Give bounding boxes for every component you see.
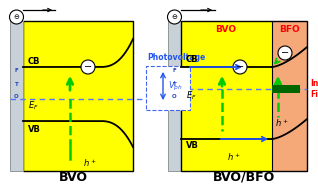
Text: T: T xyxy=(15,81,18,87)
Text: $E_F$: $E_F$ xyxy=(186,90,197,102)
Text: VB: VB xyxy=(186,142,199,150)
Circle shape xyxy=(278,46,292,60)
Text: CB: CB xyxy=(28,57,40,67)
Bar xyxy=(181,21,272,171)
Circle shape xyxy=(81,60,95,74)
Text: $h^+$: $h^+$ xyxy=(227,151,241,163)
Text: −: − xyxy=(236,62,244,72)
Text: O: O xyxy=(172,94,177,99)
Text: BVO/BFO: BVO/BFO xyxy=(213,171,275,184)
Text: BVO: BVO xyxy=(59,171,87,184)
Text: −: − xyxy=(84,62,92,72)
Bar xyxy=(168,21,181,171)
Text: O: O xyxy=(14,94,19,99)
Text: CB: CB xyxy=(186,54,198,64)
Bar xyxy=(272,21,307,171)
Text: $E_F$: $E_F$ xyxy=(28,100,39,112)
Bar xyxy=(10,21,23,171)
Text: $V_{ph}$: $V_{ph}$ xyxy=(168,79,183,93)
Bar xyxy=(181,21,307,171)
Text: ⊖: ⊖ xyxy=(14,14,19,20)
Text: Photovoltage: Photovoltage xyxy=(147,53,205,61)
Circle shape xyxy=(10,10,24,24)
Text: $h^+$: $h^+$ xyxy=(275,117,289,129)
Text: Internal
Field: Internal Field xyxy=(310,79,318,99)
Text: $h^+$: $h^+$ xyxy=(83,157,97,169)
Text: VB: VB xyxy=(28,125,41,133)
Text: BVO: BVO xyxy=(215,25,237,33)
Text: T: T xyxy=(173,81,176,87)
Text: F: F xyxy=(15,68,18,74)
Bar xyxy=(272,85,300,93)
Circle shape xyxy=(233,60,247,74)
Text: ⊖: ⊖ xyxy=(172,14,177,20)
Bar xyxy=(23,21,133,171)
FancyBboxPatch shape xyxy=(146,66,190,110)
Text: F: F xyxy=(173,68,176,74)
Circle shape xyxy=(168,10,182,24)
Text: BFO: BFO xyxy=(279,25,299,33)
Text: −: − xyxy=(281,48,289,58)
